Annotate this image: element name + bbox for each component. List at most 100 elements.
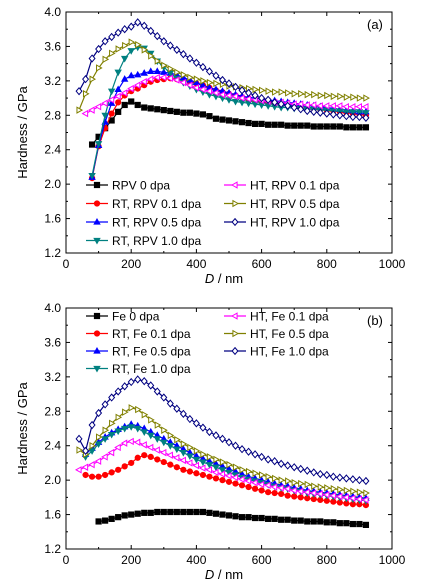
- data-point: [304, 122, 311, 129]
- data-point: [238, 86, 246, 95]
- data-point: [264, 455, 272, 464]
- data-point: [88, 54, 96, 63]
- data-point: [206, 453, 214, 461]
- data-point: [107, 431, 116, 439]
- data-point: [231, 98, 240, 106]
- data-point: [186, 508, 193, 516]
- axis-ticks-b: [65, 307, 393, 550]
- data-point: [94, 457, 102, 465]
- data-point: [108, 32, 116, 42]
- data-point: [245, 119, 252, 127]
- data-point: [199, 62, 207, 72]
- data-point: [82, 74, 90, 84]
- data-point: [224, 91, 232, 100]
- legend-label: RT, RPV 1.0 dpa: [112, 234, 201, 248]
- data-point: [284, 101, 292, 110]
- data-point: [304, 90, 312, 99]
- data-point: [179, 409, 187, 419]
- data-point: [206, 473, 213, 480]
- data-point: [291, 493, 298, 500]
- data-point: [232, 82, 240, 92]
- data-point: [238, 514, 246, 521]
- data-point: [355, 112, 363, 122]
- legend-entry: RT, RPV 0.1 dpa: [86, 197, 201, 211]
- data-point: [212, 510, 220, 517]
- data-point: [316, 102, 323, 110]
- data-point: [283, 485, 291, 493]
- data-point: [147, 432, 155, 440]
- data-point: [154, 456, 161, 463]
- data-point: [244, 477, 252, 485]
- data-point: [82, 471, 89, 479]
- legend-marker: [93, 217, 101, 225]
- data-point: [133, 438, 141, 446]
- data-point: [102, 426, 110, 434]
- data-point: [186, 468, 193, 475]
- data-point: [225, 117, 233, 124]
- data-point: [317, 483, 325, 491]
- data-point: [146, 75, 154, 83]
- legend-marker: [93, 181, 101, 189]
- data-point: [108, 469, 115, 476]
- x-tick-label: 200: [121, 553, 141, 567]
- data-point: [336, 520, 343, 527]
- data-point: [245, 467, 253, 476]
- legend-label: RT, Fe 1.0 dpa: [112, 362, 191, 376]
- legend-marker: [231, 346, 239, 356]
- data-point: [101, 37, 109, 46]
- data-point: [115, 413, 123, 422]
- data-point: [96, 64, 103, 72]
- data-point: [147, 381, 155, 390]
- data-point: [251, 120, 259, 127]
- data-point: [238, 119, 246, 126]
- data-point: [76, 446, 84, 454]
- data-point: [270, 483, 278, 491]
- data-point: [88, 106, 95, 114]
- y-tick-label: 3.6: [44, 335, 61, 349]
- data-point: [153, 73, 160, 82]
- data-point: [284, 461, 292, 470]
- data-point: [102, 55, 110, 64]
- legend-b: Fe 0 dpa RT, Fe 0.1 dpa RT, Fe 0.5 dpa RT, …: [86, 310, 329, 376]
- x-axis-label-b: D / nm: [205, 567, 243, 582]
- data-point: [166, 74, 173, 82]
- data-point: [160, 508, 167, 516]
- data-point: [349, 475, 357, 484]
- data-point: [114, 28, 122, 37]
- data-point: [115, 514, 122, 521]
- data-point: [167, 431, 175, 440]
- series-rpv-0-dpa: [88, 98, 370, 148]
- data-point: [322, 491, 330, 499]
- data-point: [166, 41, 174, 50]
- panel-a: 0 200 400 600 800 1000 1.2 1.6 2.0 2.4 2.8 3.2 3.6 4.…: [15, 5, 406, 286]
- data-point: [122, 408, 129, 416]
- data-point: [173, 404, 181, 413]
- legend-label: RPV 0 dpa: [112, 179, 170, 193]
- data-point: [186, 414, 194, 424]
- data-point: [323, 470, 331, 480]
- tick-labels-a: 0 200 400 600 800 1000 1.2 1.6 2.0 2.4 2.8 3.2 3.6 4.…: [44, 5, 405, 271]
- data-point: [81, 463, 89, 471]
- data-point: [218, 90, 226, 99]
- data-point: [285, 89, 292, 97]
- data-point: [259, 86, 266, 95]
- data-point: [238, 94, 245, 102]
- data-point: [199, 423, 207, 432]
- data-point: [211, 468, 219, 477]
- data-point: [95, 44, 103, 54]
- data-point: [200, 450, 207, 459]
- data-point: [154, 106, 161, 113]
- x-tick-label: 800: [317, 553, 337, 567]
- legend-label: HT, Fe 0.1 dpa: [250, 310, 329, 324]
- data-point: [140, 429, 148, 436]
- legend-label: HT, RPV 0.5 dpa: [250, 197, 340, 211]
- legend-label: RT, Fe 0.1 dpa: [112, 327, 191, 341]
- y-axis-label-b: Hardness / GPa: [15, 381, 30, 474]
- data-point: [290, 463, 298, 472]
- data-point: [140, 441, 147, 449]
- data-point: [264, 95, 272, 104]
- data-point: [335, 102, 343, 110]
- legend-marker: [231, 217, 239, 227]
- data-point: [88, 448, 96, 455]
